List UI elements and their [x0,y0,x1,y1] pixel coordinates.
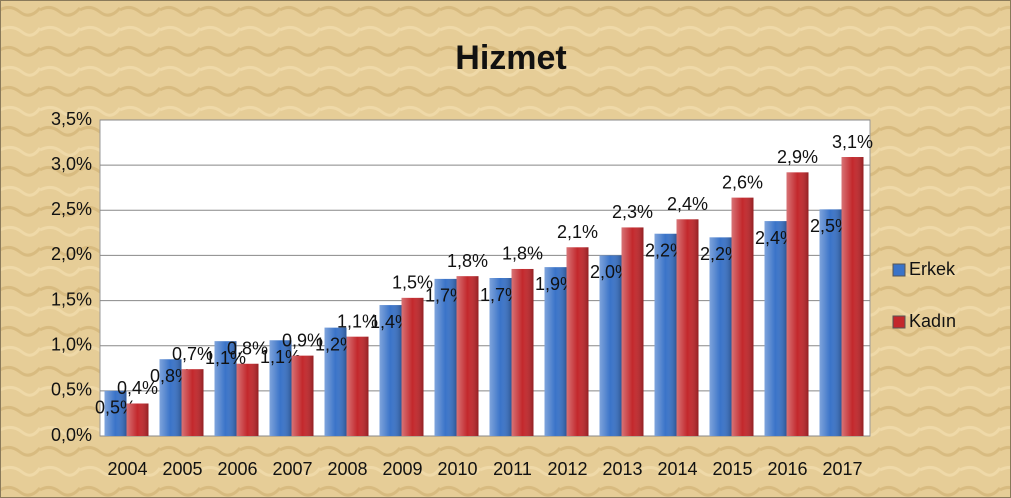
bar-shade [489,278,512,436]
bar-shade [621,227,644,436]
bar-shade [511,268,534,436]
y-tick-label: 1,0% [51,334,92,354]
x-tick-label: 2004 [107,459,147,479]
data-label: 2,2% [700,244,741,264]
x-tick-label: 2008 [327,459,367,479]
bar-shade [841,157,864,436]
x-tick-label: 2014 [657,459,697,479]
data-label: 1,7% [425,286,466,306]
data-label: 0,8% [227,339,268,359]
data-label: 2,3% [612,202,653,222]
bar-shade [676,219,699,436]
y-tick-label: 3,0% [51,154,92,174]
legend-label: Erkek [909,259,956,279]
data-label: 0,7% [172,344,213,364]
bar-shade [599,255,622,436]
data-label: 2,6% [722,172,763,192]
data-label: 2,9% [777,147,818,167]
bar-shade [731,197,754,436]
bar-shade [291,355,314,436]
x-tick-label: 2011 [493,459,532,479]
x-tick-label: 2005 [162,459,202,479]
y-tick-label: 0,0% [51,425,92,445]
data-label: 2,4% [667,194,708,214]
bar-shade [126,403,149,436]
data-label: 2,2% [645,241,686,261]
legend-label: Kadın [909,311,956,331]
data-label: 1,4% [370,312,411,332]
bar-shade [324,327,347,436]
y-tick-label: 2,5% [51,199,92,219]
data-label: 3,1% [832,132,873,152]
data-label: 2,1% [557,222,598,242]
legend-swatch [892,263,906,277]
chart-title: Hizmet [455,39,566,77]
x-tick-label: 2009 [382,459,422,479]
bar-shade [379,305,402,436]
data-label: 1,2% [315,334,356,354]
x-tick-label: 2015 [712,459,752,479]
bar-shade [269,340,292,436]
bar-shade [566,247,589,436]
data-label: 1,9% [535,274,576,294]
bar-shade [104,390,127,436]
bar-shade [654,233,677,436]
data-label: 1,1% [337,311,378,331]
legend-swatch [892,315,906,329]
y-tick-label: 3,5% [51,109,92,129]
x-tick-label: 2006 [217,459,257,479]
x-tick-label: 2013 [602,459,642,479]
x-tick-label: 2007 [272,459,312,479]
data-label: 1,1% [260,347,301,367]
bar-shade [346,336,369,436]
x-tick-label: 2017 [822,459,862,479]
data-label: 1,7% [480,285,521,305]
data-label: 0,5% [95,398,136,418]
data-label: 1,8% [502,244,543,264]
data-label: 2,0% [590,262,631,282]
bar-shade [434,278,457,436]
x-tick-label: 2016 [767,459,807,479]
y-tick-label: 0,5% [51,380,92,400]
bar-shade [214,341,237,436]
data-label: 1,1% [205,348,246,368]
y-tick-label: 2,0% [51,244,92,264]
data-label: 0,8% [150,366,191,386]
bar-shade [159,359,182,436]
bar-shade [764,221,787,436]
data-label: 1,8% [447,251,488,271]
x-tick-label: 2012 [547,459,587,479]
data-label: 2,5% [810,216,851,236]
bar-shade [819,209,842,436]
bar-shade [236,363,259,436]
data-label: 0,4% [117,378,158,398]
bar-shade [456,276,479,436]
data-label: 2,4% [755,228,796,248]
bar-shade [181,369,204,436]
bar-shade [786,172,809,436]
data-label: 0,9% [282,330,323,350]
bar-shade [401,297,424,436]
data-label: 1,5% [392,273,433,293]
bar-shade [544,267,567,436]
y-tick-label: 1,5% [51,289,92,309]
x-tick-label: 2010 [437,459,477,479]
bar-shade [709,237,732,436]
